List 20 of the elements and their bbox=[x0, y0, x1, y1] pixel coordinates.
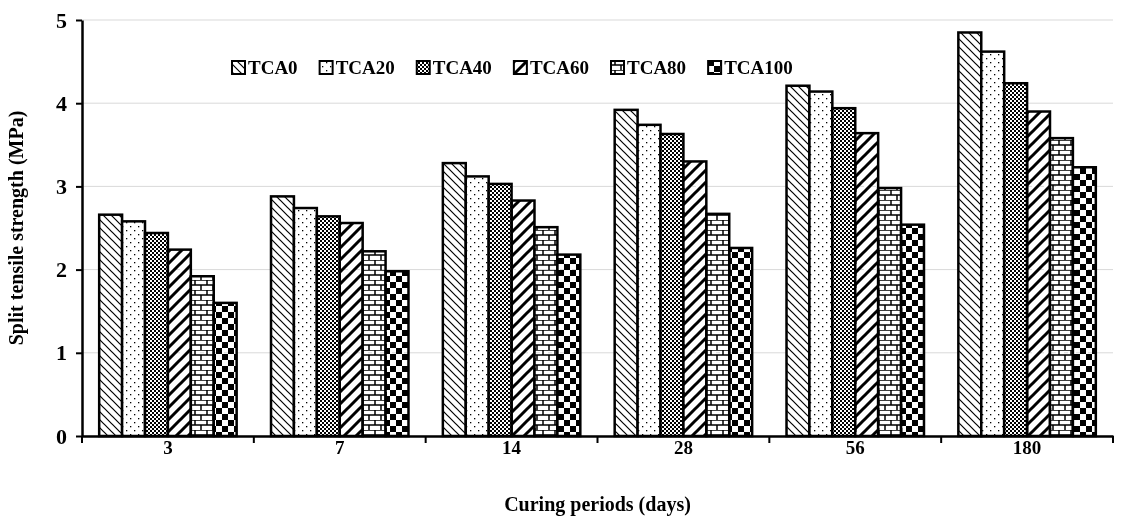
y-tick-label: 2 bbox=[56, 257, 67, 283]
legend-label: TCA0 bbox=[248, 57, 298, 78]
x-tick-label: 180 bbox=[1012, 437, 1042, 458]
legend-label: TCA40 bbox=[432, 57, 492, 78]
y-tick-label: 3 bbox=[56, 173, 67, 199]
x-tick-label: 3 bbox=[163, 437, 173, 458]
x-tick-label: 14 bbox=[502, 437, 522, 458]
x-axis-title: Curing periods (days) bbox=[504, 493, 691, 516]
x-tick-label: 28 bbox=[673, 437, 693, 458]
x-tick-label: 7 bbox=[335, 437, 345, 458]
x-tick-label: 56 bbox=[845, 437, 865, 458]
y-tick-label: 4 bbox=[56, 90, 67, 116]
y-tick-label: 1 bbox=[56, 340, 67, 366]
legend-label: TCA60 bbox=[529, 57, 589, 78]
y-tick-label: 0 bbox=[56, 423, 67, 449]
legend-label: TCA20 bbox=[335, 57, 395, 78]
y-axis-title: Split tensile strength (MPa) bbox=[5, 110, 28, 346]
legend-label: TCA100 bbox=[724, 57, 793, 78]
y-tick-label: 5 bbox=[56, 7, 67, 33]
legend-label: TCA80 bbox=[627, 57, 687, 78]
